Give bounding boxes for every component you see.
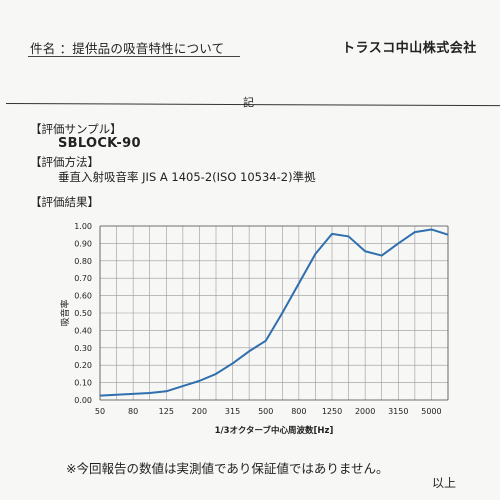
y-tick-label: 0.50 (74, 309, 92, 318)
disclaimer-note: ※今回報告の数値は実測値であり保証値ではありません。 (66, 461, 389, 476)
y-tick-label: 0.80 (74, 257, 92, 266)
y-tick-label: 0.00 (74, 396, 92, 405)
y-tick-label: 0.70 (74, 274, 92, 283)
x-tick-label: 200 (192, 407, 207, 416)
sample-value: SBLOCK-90 (58, 136, 141, 151)
x-tick-label: 1250 (322, 407, 342, 416)
x-tick-labels: 50 80 125 200 315 500 800 1250 2000 3150 5000 (95, 407, 442, 416)
y-tick-label: 1.00 (74, 222, 92, 231)
absorption-chart: 0.00 0.10 0.20 0.30 0.40 0.50 0.60 0.70 0.80 0.90… (59, 222, 449, 436)
sample-heading: 【評価サンプル】 (30, 122, 122, 136)
x-tick-label: 2000 (355, 407, 375, 416)
subject-underline (28, 56, 240, 57)
results-heading: 【評価結果】 (30, 195, 99, 209)
y-tick-label: 0.10 (74, 379, 92, 388)
y-tick-label: 0.30 (74, 344, 92, 353)
company-name: トラスコ中山株式会社 (342, 41, 477, 56)
absorption-series-line (99, 228, 449, 397)
y-tick-label: 0.90 (74, 239, 92, 248)
x-tick-label: 5000 (421, 407, 441, 416)
x-tick-label: 500 (258, 407, 273, 416)
y-tick-labels: 0.00 0.10 0.20 0.30 0.40 0.50 0.60 0.70 0.80 0.90… (74, 222, 92, 405)
y-tick-label: 0.60 (74, 292, 92, 301)
y-tick-label: 0.40 (74, 326, 92, 335)
x-tick-label: 80 (128, 407, 138, 416)
x-tick-label: 800 (291, 407, 306, 416)
x-tick-label: 125 (159, 407, 174, 416)
ki-mark: 記 (243, 96, 254, 109)
x-tick-label: 50 (95, 407, 105, 416)
chart-grid (99, 225, 449, 401)
end-mark: 以上 (432, 476, 457, 490)
method-value: 垂直入射吸音率 JIS A 1405-2(ISO 10534-2)準拠 (58, 170, 316, 184)
x-tick-label: 3150 (388, 407, 408, 416)
y-axis-label: 吸音率 (59, 299, 71, 326)
method-heading: 【評価方法】 (30, 155, 99, 169)
y-tick-label: 0.20 (74, 361, 92, 370)
subject-line-text: 件名 ：提供品の吸音特性について (30, 41, 225, 56)
x-axis-label: 1/3オクターブ中心周波数[Hz] (215, 425, 334, 436)
x-tick-label: 315 (225, 407, 240, 416)
